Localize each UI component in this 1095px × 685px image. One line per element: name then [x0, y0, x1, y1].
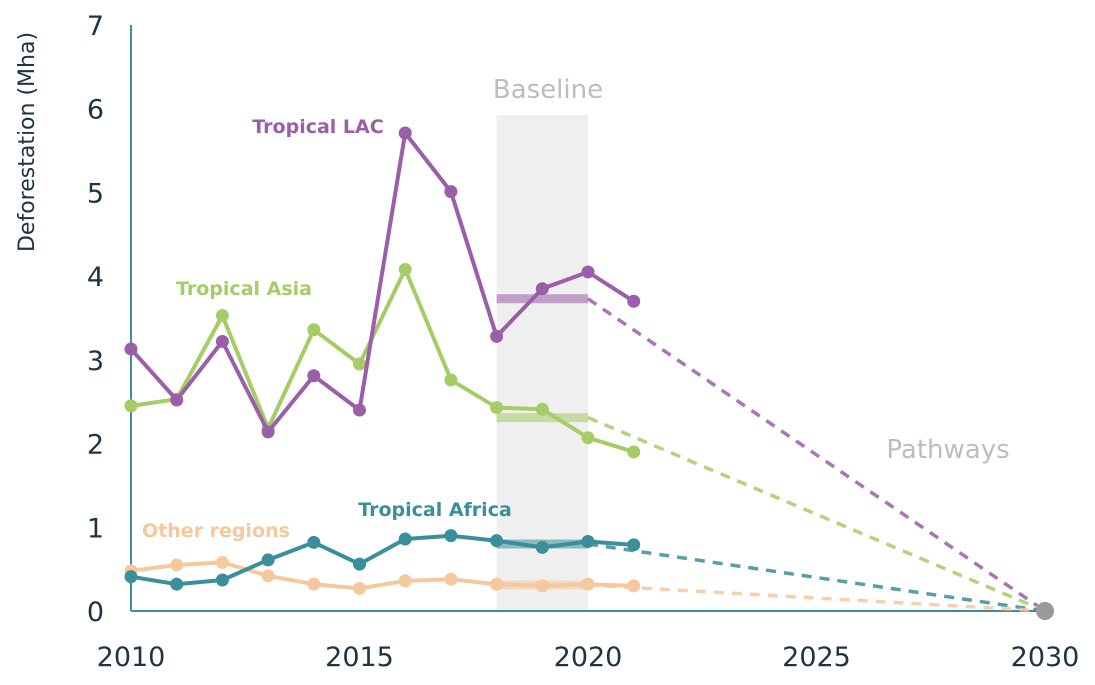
- data-point-other-regions-2020: [581, 577, 595, 591]
- series-lines: [124, 126, 1054, 620]
- y-tick-label-6: 6: [87, 95, 104, 126]
- data-point-tropical-africa-2021: [627, 538, 641, 552]
- data-point-other-regions-2017: [444, 572, 458, 586]
- data-point-tropical-asia-2010: [124, 399, 138, 413]
- series-line-tropical-lac: [129, 131, 636, 434]
- y-tick-label-4: 4: [87, 262, 104, 293]
- data-point-other-regions-2011: [170, 558, 184, 572]
- y-tick-label-5: 5: [87, 178, 104, 209]
- data-point-tropical-africa-2019: [535, 540, 549, 554]
- data-point-other-regions-2019: [535, 579, 549, 593]
- data-point-tropical-asia-2015: [353, 357, 366, 371]
- series-line-tropical-asia: [129, 267, 636, 454]
- y-tick-label-0: 0: [87, 597, 104, 628]
- data-point-tropical-lac-2018: [490, 329, 504, 343]
- pathways: [587, 297, 1046, 613]
- data-point-tropical-lac-2010: [124, 342, 138, 356]
- labels: Baseline Pathways Deforestation (Mha) Tr…: [15, 32, 1010, 542]
- data-point-other-regions-2016: [398, 574, 412, 588]
- data-point-other-regions-2021: [627, 579, 641, 593]
- y-tick-label-7: 7: [87, 11, 104, 42]
- data-point-tropical-africa-2013: [261, 553, 275, 567]
- y-tick-label-3: 3: [87, 346, 104, 377]
- pathway-line-tropical-lac: [587, 297, 1046, 613]
- data-point-tropical-africa-2012: [215, 573, 229, 587]
- data-point-tropical-lac-2020: [581, 265, 595, 279]
- baseline-annotation: Baseline: [493, 75, 603, 105]
- data-point-other-regions-2013: [261, 569, 275, 583]
- data-point-tropical-lac-2015: [353, 403, 366, 417]
- x-tick-label-2020: 2020: [554, 642, 623, 673]
- data-point-tropical-lac-2019: [535, 282, 549, 296]
- series-label-tropical-asia: Tropical Asia: [176, 278, 312, 300]
- data-point-tropical-lac-2016: [398, 126, 412, 140]
- series-line-other-regions: [129, 560, 636, 591]
- y-tick-label-1: 1: [87, 513, 104, 544]
- series-label-other-regions: Other regions: [142, 520, 290, 542]
- data-point-tropical-asia-2020: [581, 431, 595, 445]
- data-point-other-regions-2012: [215, 555, 229, 569]
- series-line-tropical-africa: [129, 533, 636, 587]
- data-point-tropical-asia-2017: [444, 373, 458, 387]
- data-point-tropical-asia-2012: [215, 308, 229, 322]
- data-point-tropical-lac-2014: [307, 369, 321, 383]
- data-point-tropical-africa-2017: [444, 529, 458, 543]
- data-point-tropical-lac-2012: [215, 334, 229, 348]
- data-point-tropical-asia-2014: [307, 323, 321, 337]
- data-point-tropical-africa-2016: [398, 532, 412, 546]
- pathways-annotation: Pathways: [886, 435, 1009, 465]
- data-point-tropical-africa-2011: [170, 577, 184, 591]
- x-tick-label-2015: 2015: [325, 642, 394, 673]
- pathway-line-other-regions: [587, 583, 1046, 613]
- end-point-2030: [1036, 602, 1054, 620]
- data-point-other-regions-2014: [307, 577, 321, 591]
- data-point-tropical-lac-2021: [627, 294, 641, 308]
- data-point-tropical-lac-2017: [444, 185, 458, 199]
- data-point-tropical-africa-2010: [124, 570, 138, 584]
- series-label-tropical-africa: Tropical Africa: [358, 499, 512, 521]
- data-point-other-regions-2015: [353, 581, 366, 595]
- data-point-tropical-asia-2019: [535, 402, 549, 416]
- pathway-line-tropical-africa: [587, 542, 1046, 613]
- data-point-tropical-asia-2021: [627, 445, 641, 459]
- baseline-band-layer: [496, 115, 588, 611]
- y-tick-label-2: 2: [87, 430, 104, 461]
- data-point-tropical-lac-2013: [261, 425, 275, 439]
- data-point-tropical-asia-2018: [490, 401, 504, 415]
- data-point-tropical-africa-2018: [490, 534, 504, 548]
- x-tick-label-2010: 2010: [97, 642, 166, 673]
- data-point-tropical-africa-2014: [307, 535, 321, 549]
- axes: 0 1 2 3 4 5 6 7 2010 2015 2020 2025 2030: [87, 11, 1080, 673]
- x-tick-label-2030: 2030: [1011, 642, 1080, 673]
- baseline-band: [496, 115, 588, 611]
- data-point-tropical-africa-2020: [581, 535, 595, 549]
- data-point-tropical-lac-2011: [170, 393, 184, 407]
- data-point-tropical-asia-2016: [398, 262, 412, 276]
- x-tick-label-2025: 2025: [782, 642, 851, 673]
- series-label-tropical-lac: Tropical LAC: [252, 116, 383, 138]
- data-point-other-regions-2018: [490, 577, 504, 591]
- data-point-tropical-africa-2015: [353, 557, 366, 571]
- y-axis-title: Deforestation (Mha): [15, 32, 40, 252]
